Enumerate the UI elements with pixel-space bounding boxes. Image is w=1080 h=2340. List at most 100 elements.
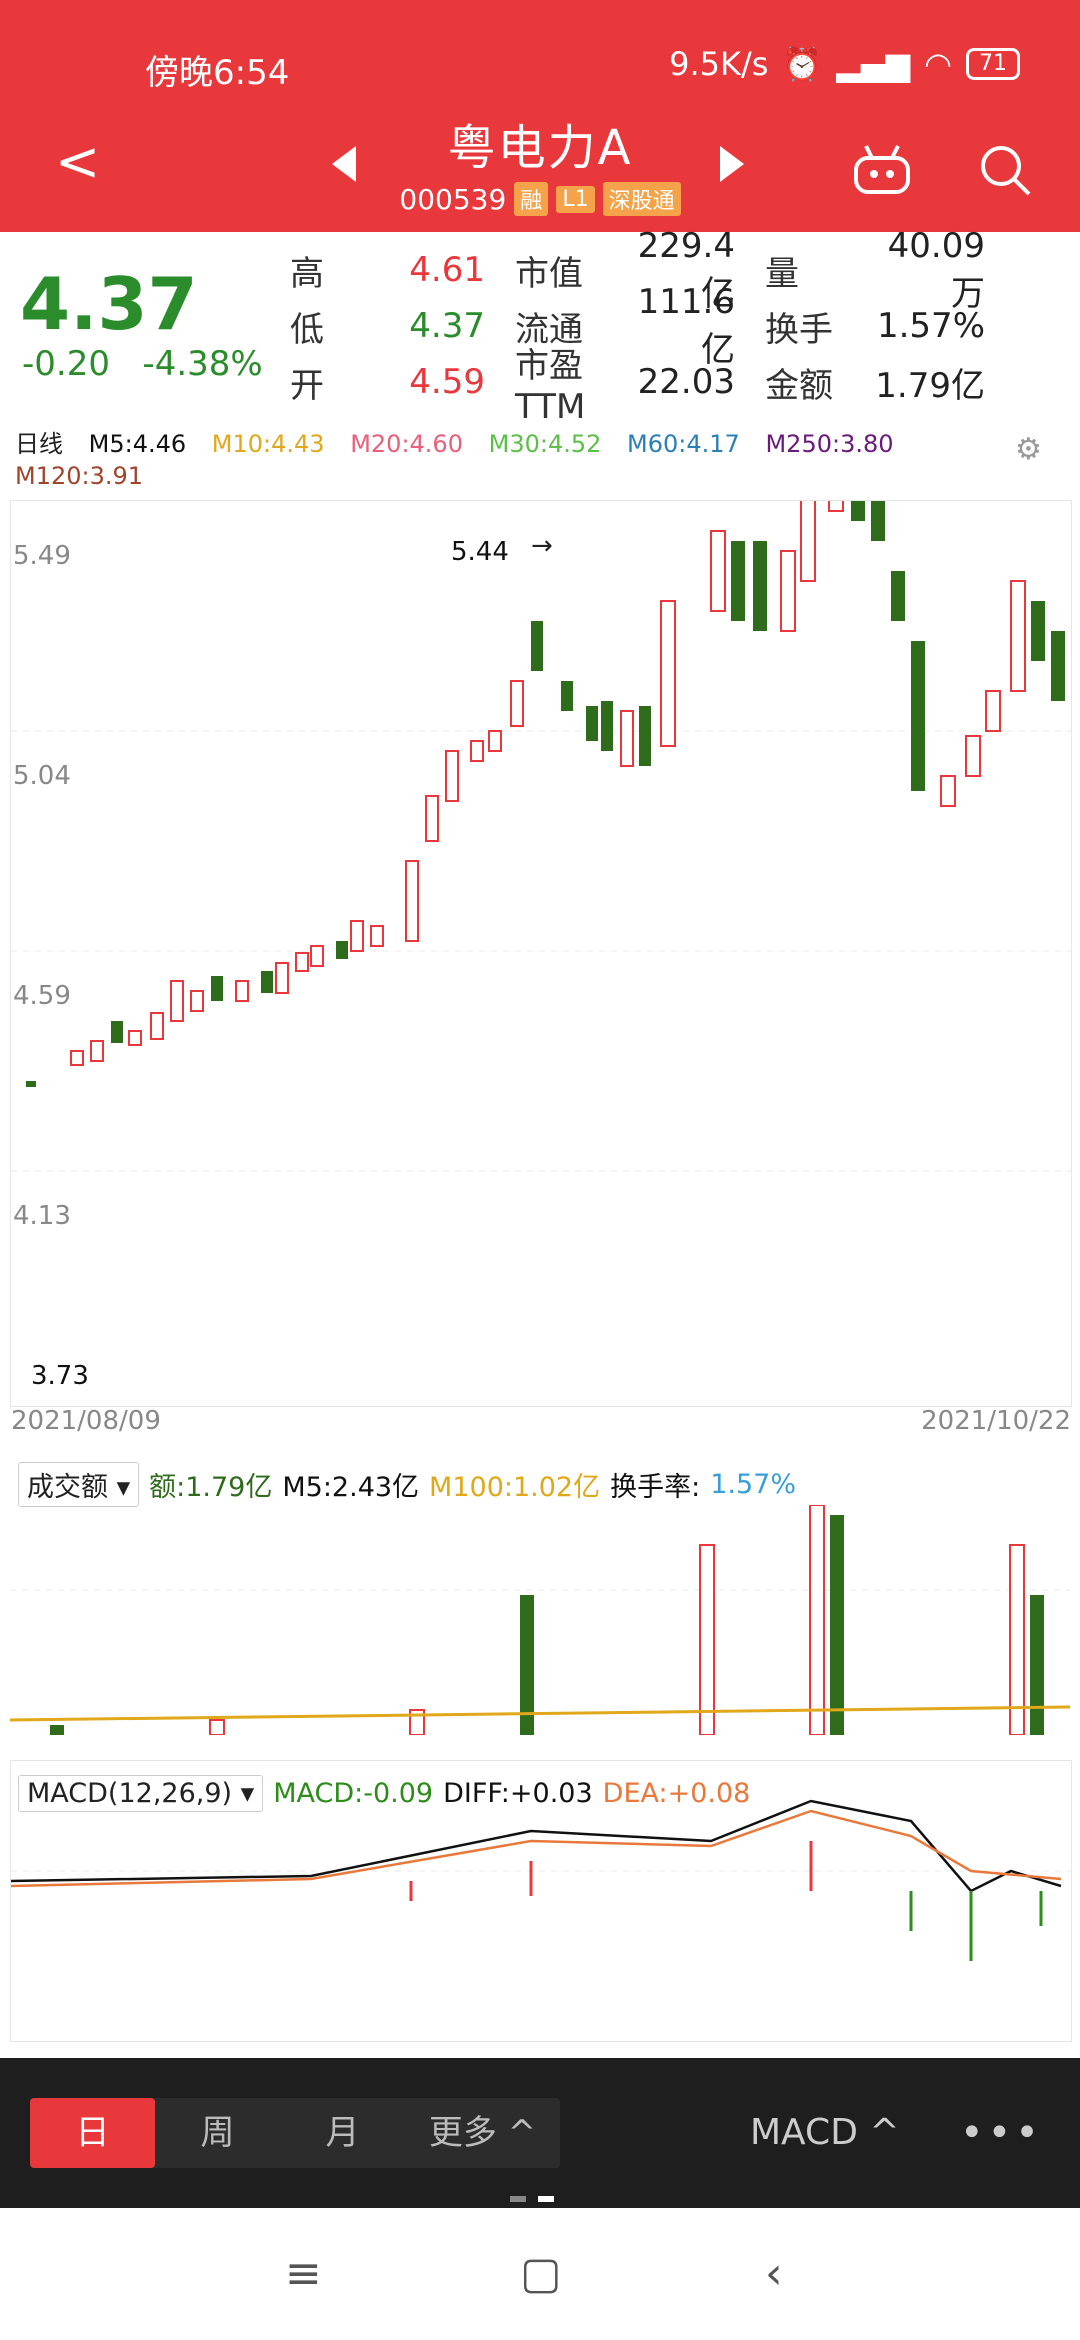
price-change: -0.20 -4.38% <box>22 344 263 384</box>
back-icon[interactable]: ‹ <box>765 2248 783 2299</box>
battery-icon: 71 <box>966 48 1020 80</box>
value-open: 4.59 <box>409 362 485 402</box>
prev-stock-button[interactable] <box>332 146 356 182</box>
ma30-label: M30:4.52 <box>488 430 602 458</box>
quote-row: 高 4.61 市值 229.4亿 量 40.09万 <box>290 226 1070 314</box>
quote-row: 开 4.59 市盈TTM 22.03 金额 1.79亿 <box>290 346 1070 427</box>
tab-month[interactable]: 月 <box>325 2113 360 2153</box>
home-icon[interactable]: ▢ <box>520 2248 562 2299</box>
y-label-1: 5.49 <box>13 541 71 571</box>
kline-canvas <box>11 430 1071 1172</box>
arrow-right-icon: → <box>531 531 553 561</box>
label-high: 高 <box>290 253 324 294</box>
period-label: 日线 <box>15 430 63 458</box>
y-label-2: 5.04 <box>13 761 71 791</box>
end-date: 2021/10/22 <box>921 1406 1071 1436</box>
label-volume: 量 <box>765 253 799 294</box>
system-nav-bar: ≡ ▢ ‹ <box>0 2208 1080 2340</box>
label-pe: 市盈TTM <box>515 345 586 427</box>
period-tabs: 日 周 月 更多 ^ <box>30 2098 560 2168</box>
stock-title: 粤电力A 000539 融 L1 深股通 <box>330 108 750 216</box>
quote-panel: 4.37 -0.20 -4.38% 高 4.61 市值 229.4亿 量 40.… <box>0 226 1080 427</box>
header: 傍晚6:54 9.5K/s ⏰ ▂▄▆ ◠ 71 < 粤电力A 000539 融… <box>0 0 1080 232</box>
volume-dropdown-label: 成交额 <box>27 1472 108 1503</box>
more-menu-button[interactable]: ••• <box>960 2110 1043 2156</box>
value-amount: 1.79亿 <box>875 365 985 406</box>
tag-connect: 深股通 <box>602 182 681 216</box>
volume-canvas <box>9 1504 1071 1736</box>
y-label-3: 4.59 <box>13 981 71 1011</box>
value-low: 4.37 <box>409 306 485 346</box>
quote-grid: 高 4.61 市值 229.4亿 量 40.09万 低 4.37 流通 111.… <box>290 226 1070 427</box>
macd-dropdown[interactable]: MACD(12,26,9) ▾ <box>18 1775 264 1812</box>
value-volume: 40.09万 <box>887 225 985 314</box>
ma10-label: M10:4.43 <box>211 430 325 458</box>
back-button[interactable]: < <box>55 130 101 193</box>
tag-level: L1 <box>556 185 595 213</box>
label-market-cap: 市值 <box>515 253 583 294</box>
page-dot-active <box>538 2196 554 2202</box>
network-speed: 9.5K/s <box>669 45 769 83</box>
kline-chart[interactable]: 5.49 5.04 4.59 4.13 5.44 → 3.73 2021/08/… <box>10 430 1072 1436</box>
ma250-label: M250:3.80 <box>765 430 894 458</box>
page-dot <box>510 2196 526 2202</box>
current-price: 4.37 <box>20 262 198 346</box>
value-float: 111.6亿 <box>637 281 735 370</box>
turnover-rate: 1.57% <box>710 1469 796 1500</box>
value-pe: 22.03 <box>637 362 735 402</box>
ma120-label: M120:3.91 <box>15 462 144 490</box>
ma5-label: M5:4.46 <box>88 430 187 458</box>
label-low: 低 <box>290 309 324 350</box>
diff-value: DIFF:+0.03 <box>443 1778 593 1809</box>
volume-dropdown[interactable]: 成交额 ▾ <box>18 1462 140 1507</box>
volume-m100: M100:1.02亿 <box>429 1472 601 1503</box>
candles <box>26 430 1065 1087</box>
ma60-label: M60:4.17 <box>627 430 740 458</box>
indicator-button[interactable]: MACD ^ <box>750 2112 900 2153</box>
tag-margin: 融 <box>514 182 549 216</box>
volume-chart[interactable] <box>9 1504 1071 1736</box>
label-amount: 金额 <box>765 365 833 406</box>
robot-icon[interactable] <box>850 140 914 200</box>
macd-value: MACD:-0.09 <box>273 1778 434 1809</box>
stock-name: 粤电力A <box>447 120 633 176</box>
change-percent: -4.38% <box>142 344 263 384</box>
value-market-cap: 229.4亿 <box>637 225 735 314</box>
turnover-label: 换手率: <box>610 1472 701 1503</box>
y-label-4: 4.13 <box>13 1201 71 1231</box>
next-stock-button[interactable] <box>720 146 744 182</box>
label-turnover: 换手 <box>765 309 833 350</box>
ma-legend: 日线 M5:4.46 M10:4.43 M20:4.60 M30:4.52 M6… <box>15 428 1065 492</box>
bottom-toolbar: 日 周 月 更多 ^ MACD ^ ••• <box>0 2058 1080 2208</box>
status-bar-right: 9.5K/s ⏰ ▂▄▆ ◠ 71 <box>669 45 1020 83</box>
macd-chart[interactable] <box>10 1760 1072 2042</box>
macd-legend: MACD(12,26,9) ▾ MACD:-0.09 DIFF:+0.03 DE… <box>18 1775 750 1812</box>
ma20-label: M20:4.60 <box>350 430 463 458</box>
page-indicator <box>510 2196 554 2202</box>
label-float: 流通 <box>515 309 583 350</box>
quote-row: 低 4.37 流通 111.6亿 换手 1.57% <box>290 282 1070 370</box>
low-price-marker: 3.73 <box>31 1361 89 1391</box>
tab-day[interactable]: 日 <box>30 2098 155 2168</box>
volume-amount: 额:1.79亿 <box>149 1472 273 1503</box>
wifi-icon: ◠ <box>924 45 952 83</box>
tab-more[interactable]: 更多 ^ <box>428 2113 537 2153</box>
dea-value: DEA:+0.08 <box>602 1778 751 1809</box>
alarm-icon: ⏰ <box>782 45 823 83</box>
macd-canvas <box>10 1799 1071 1961</box>
start-date: 2021/08/09 <box>11 1406 161 1436</box>
macd-dropdown-label: MACD(12,26,9) <box>27 1778 233 1809</box>
change-value: -0.20 <box>22 344 110 384</box>
menu-icon[interactable]: ≡ <box>285 2248 322 2299</box>
volume-legend: 成交额 ▾ 额:1.79亿 M5:2.43亿 M100:1.02亿 换手率: 1… <box>18 1462 796 1507</box>
value-turnover: 1.57% <box>876 306 985 346</box>
status-time: 傍晚6:54 <box>145 53 290 93</box>
tab-week[interactable]: 周 <box>200 2113 235 2153</box>
volume-m5: M5:2.43亿 <box>282 1472 420 1503</box>
stock-code: 000539 <box>399 182 507 216</box>
value-high: 4.61 <box>409 250 485 290</box>
settings-icon[interactable]: ⚙ <box>1015 432 1042 467</box>
search-icon[interactable] <box>975 140 1039 200</box>
signal-icon: ▂▄▆ <box>836 45 911 83</box>
code-row: 000539 融 L1 深股通 <box>330 182 750 216</box>
